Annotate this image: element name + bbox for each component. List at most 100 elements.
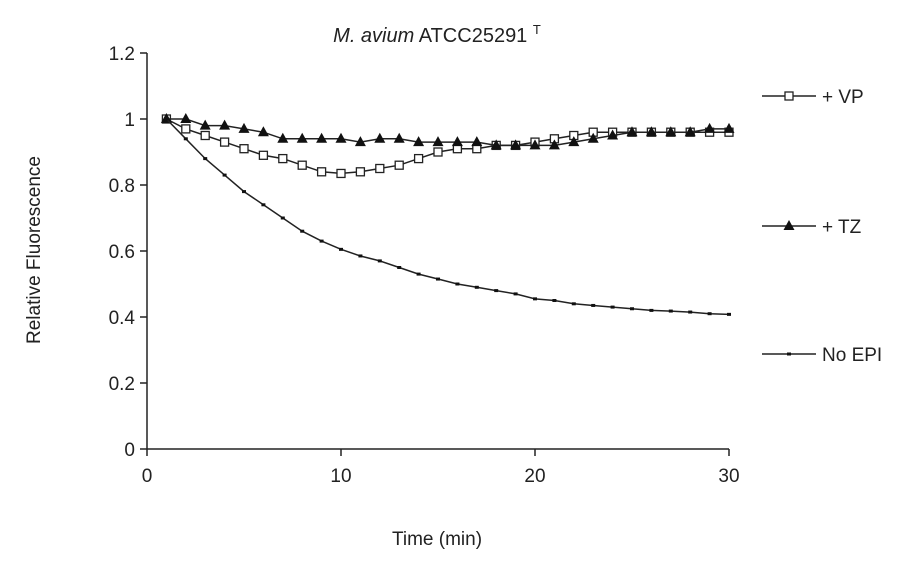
legend-item: + TZ bbox=[762, 217, 862, 238]
dash-marker bbox=[688, 310, 693, 314]
dash-marker bbox=[416, 272, 421, 276]
square-marker bbox=[413, 153, 424, 164]
triangle-marker bbox=[529, 139, 541, 150]
square-marker bbox=[219, 137, 230, 147]
triangle-marker bbox=[568, 136, 580, 147]
x-tick-label: 10 bbox=[330, 466, 351, 487]
y-tick-label: 0.6 bbox=[109, 242, 135, 263]
triangle-marker bbox=[704, 122, 716, 133]
square-marker bbox=[297, 160, 307, 170]
dash-marker bbox=[280, 216, 285, 220]
triangle-marker bbox=[548, 139, 560, 150]
triangle-marker bbox=[626, 126, 638, 137]
triangle-marker bbox=[471, 136, 483, 147]
triangle-marker bbox=[277, 132, 289, 143]
triangle-marker bbox=[783, 220, 795, 230]
triangle-marker bbox=[257, 126, 269, 137]
triangle-marker bbox=[354, 136, 366, 147]
square-marker bbox=[784, 91, 794, 101]
y-tick-label: 0.2 bbox=[109, 374, 135, 395]
triangle-marker bbox=[645, 126, 657, 137]
dash-marker bbox=[571, 302, 576, 306]
y-axis-title: Relative Fluorescence bbox=[24, 156, 45, 344]
series-layer bbox=[160, 113, 735, 316]
axes bbox=[140, 52, 730, 456]
legend-label: + VP bbox=[822, 87, 864, 108]
dash-marker bbox=[787, 352, 791, 356]
triangle-marker bbox=[413, 136, 425, 147]
series-line bbox=[166, 118, 729, 175]
triangle-marker bbox=[374, 132, 386, 143]
square-marker bbox=[433, 147, 443, 157]
triangle-marker bbox=[335, 132, 347, 143]
dash-marker bbox=[610, 305, 615, 309]
dash-marker bbox=[222, 173, 227, 177]
legend-item: No EPI bbox=[762, 345, 882, 366]
y-tick-label: 0 bbox=[124, 440, 135, 461]
triangle-marker bbox=[587, 132, 599, 143]
triangle-marker bbox=[432, 136, 444, 147]
x-axis-title: Time (min) bbox=[392, 529, 482, 550]
square-marker bbox=[200, 130, 210, 141]
dash-marker bbox=[183, 137, 188, 141]
dash-marker bbox=[533, 297, 537, 301]
square-marker bbox=[278, 153, 288, 164]
triangle-marker bbox=[219, 119, 231, 130]
dash-marker bbox=[668, 309, 673, 313]
legend-label: + TZ bbox=[822, 217, 862, 238]
triangle-marker bbox=[316, 132, 328, 143]
dash-marker bbox=[494, 289, 499, 293]
dash-marker bbox=[339, 247, 343, 251]
dash-marker bbox=[649, 308, 654, 312]
dash-marker bbox=[203, 157, 208, 161]
y-tick-labels: 0 0.2 0.4 0.6 0.8 1 1.2 bbox=[109, 44, 136, 461]
y-tick-label: 0.4 bbox=[109, 308, 136, 329]
y-tick-label: 1.2 bbox=[109, 44, 135, 65]
chart-title-italic: M. avium bbox=[333, 25, 414, 47]
legend-label: No EPI bbox=[822, 345, 882, 366]
chart-title: M. avium ATCC25291 T bbox=[333, 22, 541, 47]
x-tick-labels: 0 10 20 30 bbox=[142, 466, 740, 487]
dash-marker bbox=[164, 117, 169, 121]
square-marker bbox=[181, 124, 191, 134]
triangle-marker bbox=[393, 132, 405, 143]
dash-marker bbox=[474, 285, 479, 289]
dash-marker bbox=[397, 266, 402, 269]
triangle-marker bbox=[296, 132, 308, 143]
dash-marker bbox=[707, 312, 712, 316]
dash-marker bbox=[242, 190, 246, 194]
triangle-marker bbox=[199, 119, 211, 130]
series-2 bbox=[164, 117, 731, 316]
triangle-marker bbox=[607, 129, 619, 140]
square-marker bbox=[239, 144, 249, 154]
square-marker bbox=[336, 168, 346, 179]
dash-marker bbox=[436, 277, 440, 281]
dash-marker bbox=[591, 303, 596, 307]
dash-marker bbox=[358, 254, 363, 258]
dash-marker bbox=[727, 312, 731, 316]
dash-marker bbox=[261, 203, 266, 207]
dash-marker bbox=[513, 292, 518, 296]
triangle-marker bbox=[490, 139, 502, 150]
series-0 bbox=[161, 114, 734, 179]
y-tick-label: 1 bbox=[124, 110, 135, 131]
triangle-marker bbox=[451, 136, 463, 147]
square-marker bbox=[258, 150, 269, 160]
series-line bbox=[165, 118, 730, 316]
dash-marker bbox=[455, 282, 460, 286]
series-line bbox=[166, 118, 729, 147]
dash-marker bbox=[319, 239, 324, 243]
y-tick-label: 0.8 bbox=[109, 176, 135, 197]
x-tick-label: 0 bbox=[142, 466, 153, 487]
triangle-marker bbox=[238, 122, 250, 133]
chart-title-strain: ATCC25291 bbox=[419, 25, 528, 47]
chart-title-superscript: T bbox=[533, 22, 541, 37]
triangle-marker bbox=[684, 126, 696, 137]
x-tick-label: 20 bbox=[524, 466, 545, 487]
triangle-marker bbox=[723, 122, 735, 133]
dash-marker bbox=[300, 229, 305, 233]
square-marker bbox=[375, 163, 385, 174]
square-marker bbox=[394, 160, 404, 170]
legend-item: + VP bbox=[762, 87, 864, 108]
